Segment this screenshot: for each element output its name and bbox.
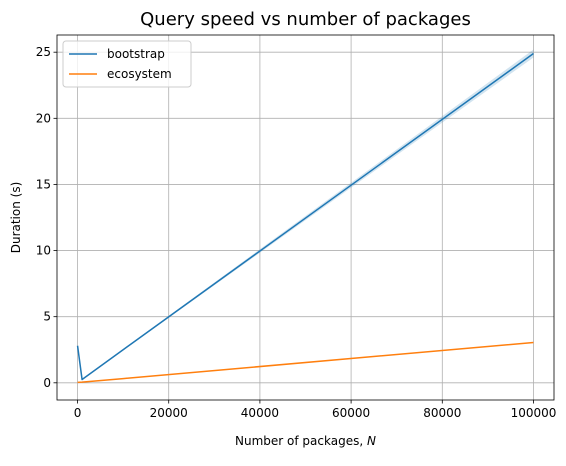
x-axis-ticks: 0 20000 40000 60000 80000 100000 — [74, 400, 557, 420]
y-tick-label: 15 — [36, 177, 51, 191]
x-tick-label: 100000 — [511, 406, 557, 420]
y-axis-title: Duration (s) — [9, 182, 23, 254]
y-tick-label: 10 — [36, 244, 51, 258]
x-axis-title: Number of packages, N — [235, 434, 376, 448]
y-tick-label: 0 — [43, 376, 51, 390]
series-line-bootstrap — [76, 52, 534, 381]
series-line-ecosystem — [77, 341, 534, 384]
plot-area-frame — [56, 34, 555, 401]
legend-box — [62, 40, 192, 88]
x-tick-label: 60000 — [332, 406, 370, 420]
x-axis-title-variable: N — [367, 434, 376, 448]
legend-label-bootstrap: bootstrap — [107, 47, 165, 61]
x-tick-label: 40000 — [241, 406, 279, 420]
y-tick-label: 25 — [36, 45, 51, 59]
x-tick-label: 80000 — [423, 406, 461, 420]
y-axis-ticks: 0 5 10 15 20 25 — [36, 45, 57, 390]
x-tick-label: 20000 — [150, 406, 188, 420]
grid — [57, 35, 554, 400]
legend: bootstrap ecosystem — [62, 40, 192, 88]
legend-label-ecosystem: ecosystem — [107, 67, 172, 81]
x-tick-label: 0 — [74, 406, 82, 420]
x-axis-title-text: Number of packages, — [235, 434, 367, 448]
series-lines — [76, 52, 534, 384]
y-tick-label: 5 — [43, 310, 51, 324]
chart-title: Query speed vs number of packages — [140, 9, 471, 30]
y-tick-label: 20 — [36, 111, 51, 125]
